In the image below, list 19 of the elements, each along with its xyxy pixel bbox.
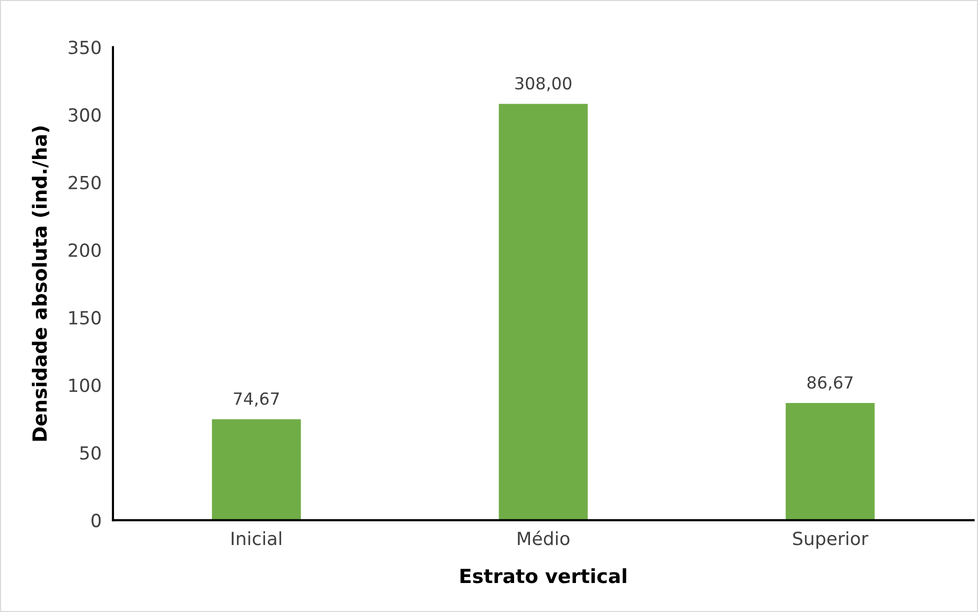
x-tick-label: Inicial [232, 531, 282, 546]
data-label: 308,00 [515, 76, 572, 92]
data-label: 74,67 [234, 392, 279, 407]
x-tick-label: Superior [793, 531, 868, 549]
y-tick-label: 0 [92, 514, 101, 528]
y-tick-label: 150 [69, 310, 101, 325]
y-tick-label: 350 [68, 40, 101, 54]
bar [786, 403, 875, 520]
y-tick-label: 100 [69, 378, 101, 392]
data-label: 86,67 [807, 376, 853, 390]
bar [212, 419, 301, 520]
y-tick-label: 300 [68, 108, 101, 122]
bar [498, 104, 588, 520]
y-tick-label: 200 [68, 243, 101, 257]
y-tick-label: 50 [80, 446, 101, 460]
x-tick-label: Médio [518, 530, 570, 546]
x-axis-title: Estrato vertical [460, 568, 626, 584]
y-tick-label: 250 [68, 176, 101, 190]
y-axis-title: Densidade absoluta (ind./ha) [32, 126, 50, 441]
